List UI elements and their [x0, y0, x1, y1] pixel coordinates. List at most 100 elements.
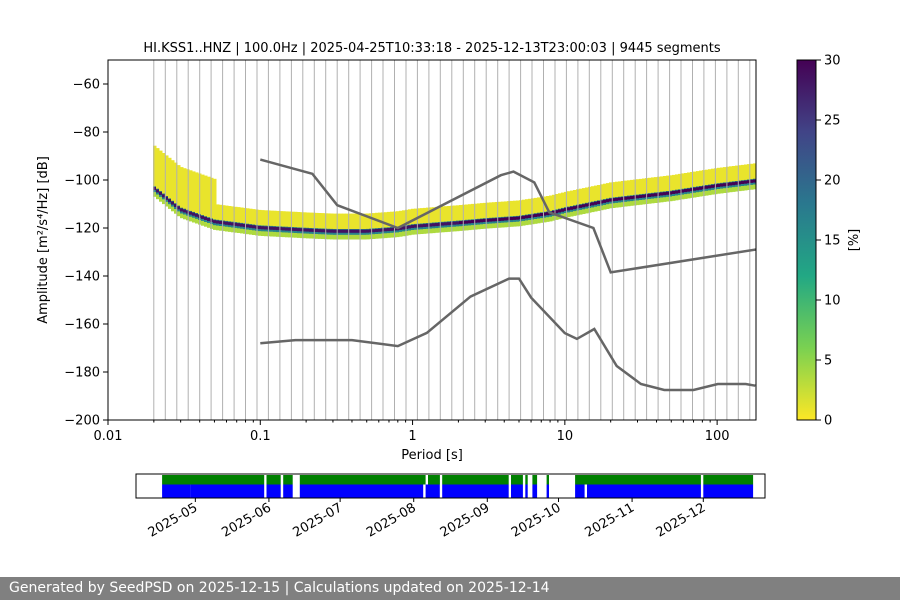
psd-density-cell [708, 189, 712, 196]
psd-density-cell [438, 222, 442, 226]
psd-density-cell [696, 187, 700, 191]
psd-density-cell [483, 218, 487, 222]
psd-density-cell [609, 198, 613, 202]
psd-density-cell [525, 215, 529, 219]
psd-density-cell [240, 223, 244, 227]
psd-density-cell [723, 183, 727, 187]
psd-density-cell [333, 229, 337, 233]
psd-density-cell [534, 213, 538, 217]
psd-density-cell [243, 228, 247, 234]
psd-density-cell [528, 219, 532, 225]
psd-density-cell [558, 193, 562, 218]
psd-density-cell [603, 183, 607, 208]
psd-density-cell [627, 200, 631, 207]
timeline-segment [162, 484, 191, 498]
psd-density-cell [366, 229, 370, 233]
psd-density-cell [444, 226, 448, 233]
psd-density-cell [201, 220, 205, 226]
psd-density-cell [369, 213, 373, 238]
psd-density-cell [690, 172, 694, 196]
psd-density-cell [687, 192, 691, 199]
psd-density-cell [294, 211, 298, 236]
psd-density-cell [339, 213, 343, 238]
psd-density-cell [276, 231, 280, 237]
psd-density-cell [534, 218, 538, 224]
psd-density-cell [525, 219, 529, 226]
timeline-segment [428, 475, 440, 485]
psd-density-cell [639, 199, 643, 205]
timeline-segment [266, 484, 281, 498]
psd-density-cell [258, 230, 262, 236]
psd-density-cell [738, 165, 742, 190]
psd-density-cell [231, 222, 235, 226]
psd-density-cell [213, 224, 217, 230]
psd-density-cell [171, 205, 175, 212]
psd-density-cell [630, 200, 634, 206]
psd-density-cell [423, 207, 427, 232]
psd-density-cell [357, 234, 361, 240]
psd-density-cell [606, 199, 610, 203]
psd-density-cell [585, 203, 589, 207]
psd-density-cell [669, 195, 673, 202]
psd-density-cell [480, 203, 484, 228]
psd-density-cell [204, 221, 208, 227]
psd-density-cell [360, 213, 364, 238]
psd-density-cell [495, 222, 499, 228]
psd-density-cell [189, 215, 193, 222]
psd-density-cell [582, 208, 586, 214]
psd-density-cell [594, 185, 598, 210]
psd-density-cell [465, 220, 469, 224]
psd-density-cell [318, 229, 322, 233]
psd-density-cell [414, 229, 418, 235]
psd-density-cell [264, 226, 268, 230]
timeline-bars [162, 475, 754, 498]
psd-density-cell [672, 174, 676, 199]
psd-density-cell [654, 197, 658, 203]
psd-density-cell [168, 203, 172, 209]
psd-density-cell [252, 229, 256, 235]
timeline-segment [442, 484, 509, 498]
psd-density-cell [642, 178, 646, 203]
psd-heatmap [153, 145, 756, 240]
psd-density-cell [153, 187, 157, 191]
psd-density-cell [498, 222, 502, 228]
psd-density-cell [399, 210, 403, 235]
psd-density-cell [663, 192, 667, 196]
psd-density-cell [327, 233, 331, 240]
psd-density-cell [552, 215, 556, 221]
psd-density-cell [282, 211, 286, 236]
psd-density-cell [597, 185, 601, 209]
psd-density-cell [624, 180, 628, 205]
psd-density-cell [375, 212, 379, 237]
psd-density-cell [384, 232, 388, 239]
timeline-tick-label: 2025-07 [291, 500, 346, 540]
psd-density-cell [453, 221, 457, 225]
psd-density-cell [201, 174, 205, 224]
psd-density-cell [171, 160, 175, 210]
psd-density-cell [447, 226, 451, 232]
psd-density-cell [318, 233, 322, 239]
psd-density-cell [642, 194, 646, 198]
psd-density-cell [222, 221, 226, 225]
psd-density-cell [285, 211, 289, 236]
psd-density-cell [654, 177, 658, 202]
psd-density-cell [423, 228, 427, 234]
psd-density-cell [159, 191, 163, 195]
psd-density-cell [195, 213, 199, 217]
psd-density-cell [405, 209, 409, 234]
psd-density-cell [222, 205, 226, 230]
psd-density-cell [678, 194, 682, 200]
timeline-segment [299, 484, 424, 498]
psd-density-cell [342, 234, 346, 240]
psd-density-cell [708, 169, 712, 194]
psd-density-cell [405, 225, 409, 229]
psd-density-cell [618, 201, 622, 208]
psd-density-cell [372, 233, 376, 239]
timeline-tick-label: 2025-08 [364, 500, 419, 540]
psd-density-cell [747, 184, 751, 190]
colorbar-label: [%] [847, 229, 862, 252]
psd-density-cell [261, 226, 265, 230]
psd-density-cell [717, 188, 721, 194]
timeline-segment [546, 484, 549, 498]
psd-density-cell [477, 223, 481, 230]
